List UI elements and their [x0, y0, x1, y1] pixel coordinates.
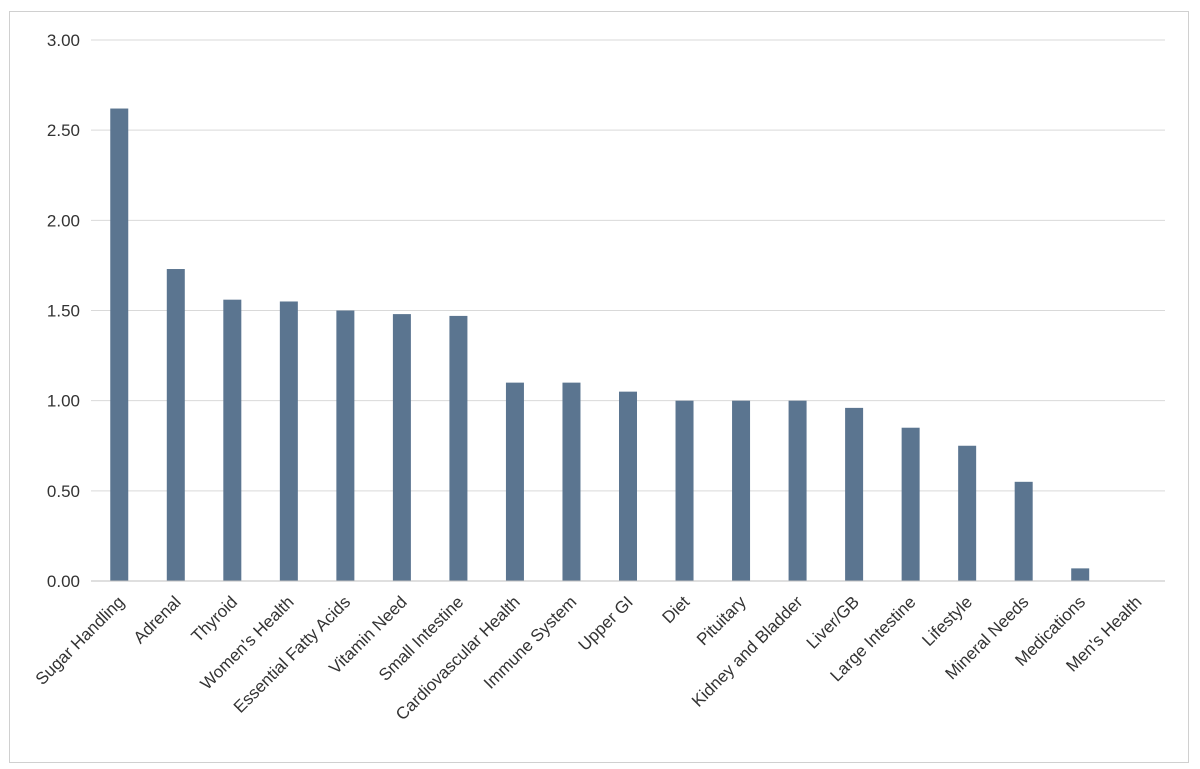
bar	[336, 310, 355, 581]
y-tick-label: 3.00	[47, 31, 80, 50]
bar	[732, 400, 751, 581]
bar	[958, 445, 977, 581]
bar	[1014, 481, 1033, 581]
bar	[392, 314, 411, 581]
bars	[110, 108, 1090, 581]
bar	[788, 400, 807, 581]
gridlines	[91, 39, 1165, 492]
x-tick-label: Lifestyle	[918, 592, 976, 650]
bar	[505, 382, 524, 581]
bar	[1071, 568, 1090, 581]
x-tick-label: Thyroid	[188, 592, 242, 646]
y-tick-label: 1.50	[47, 302, 80, 321]
bar	[619, 391, 637, 581]
bar	[562, 382, 581, 581]
x-tick-label: Adrenal	[130, 592, 185, 647]
bar	[449, 315, 468, 581]
bar	[223, 299, 242, 581]
y-tick-label: 0.00	[47, 572, 80, 591]
y-tick-label: 2.00	[47, 211, 80, 230]
y-axis-tick-labels: 0.00 0.50 1.00 1.50 2.00 2.50 3.00	[47, 31, 80, 591]
y-tick-label: 1.00	[47, 392, 80, 411]
x-tick-label: Kidney and Bladder	[688, 592, 807, 711]
bar	[110, 108, 129, 581]
bar	[166, 269, 185, 581]
x-tick-label: Pituitary	[693, 592, 750, 649]
chart-frame: 0.00 0.50 1.00 1.50 2.00 2.50 3.00 Sugar Handl…	[9, 11, 1189, 763]
y-tick-label: 0.50	[47, 482, 80, 501]
x-tick-label: Upper GI	[575, 592, 637, 654]
bar	[675, 400, 694, 581]
bar-chart: 0.00 0.50 1.00 1.50 2.00 2.50 3.00 Sugar Handl…	[32, 31, 1165, 724]
x-tick-label: Sugar Handling	[32, 592, 128, 688]
bar	[845, 407, 864, 581]
bar	[901, 427, 920, 581]
bar	[279, 301, 298, 581]
y-tick-label: 2.50	[47, 121, 80, 140]
x-tick-label: Diet	[659, 592, 694, 627]
